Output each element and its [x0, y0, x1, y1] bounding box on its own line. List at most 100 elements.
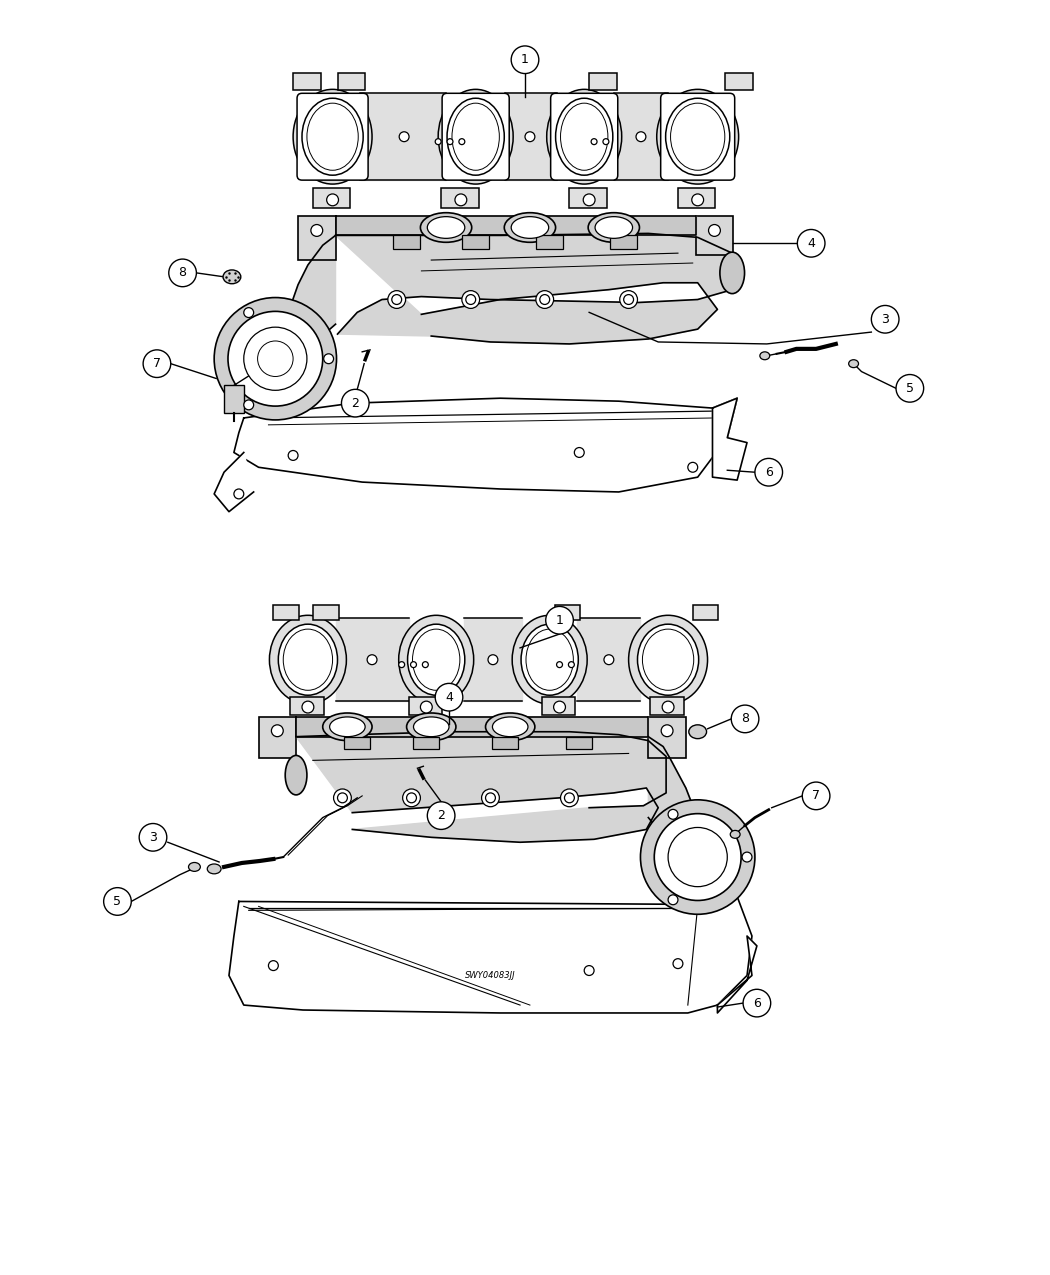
Circle shape: [422, 662, 428, 668]
Circle shape: [288, 450, 298, 460]
Bar: [313, 606, 338, 620]
Ellipse shape: [413, 629, 460, 690]
Ellipse shape: [561, 103, 608, 171]
Bar: [589, 73, 616, 91]
Bar: [554, 606, 581, 620]
Circle shape: [387, 291, 405, 309]
Ellipse shape: [447, 98, 504, 175]
Bar: [650, 697, 684, 715]
Bar: [408, 697, 442, 715]
Circle shape: [604, 655, 614, 664]
Ellipse shape: [671, 103, 724, 171]
Circle shape: [743, 989, 771, 1017]
Ellipse shape: [730, 830, 740, 838]
Circle shape: [692, 194, 704, 205]
Ellipse shape: [293, 89, 372, 184]
Circle shape: [603, 139, 609, 144]
Circle shape: [459, 139, 465, 144]
Circle shape: [271, 724, 284, 737]
Circle shape: [668, 827, 728, 886]
Ellipse shape: [414, 717, 449, 737]
Text: 6: 6: [753, 997, 761, 1010]
Ellipse shape: [286, 755, 307, 794]
Polygon shape: [229, 896, 752, 1012]
Bar: [273, 606, 299, 620]
Bar: [726, 73, 753, 91]
Ellipse shape: [452, 103, 500, 171]
Text: 1: 1: [555, 613, 564, 627]
Circle shape: [402, 789, 420, 807]
Circle shape: [169, 259, 196, 287]
Text: 3: 3: [881, 312, 889, 326]
Ellipse shape: [656, 89, 738, 184]
Bar: [414, 737, 439, 748]
Bar: [696, 215, 733, 255]
Circle shape: [368, 655, 377, 664]
Bar: [393, 236, 420, 249]
Text: 4: 4: [445, 691, 453, 704]
Polygon shape: [648, 737, 697, 856]
Ellipse shape: [223, 270, 240, 284]
Ellipse shape: [406, 713, 456, 741]
Bar: [344, 737, 370, 748]
Circle shape: [565, 793, 574, 803]
Ellipse shape: [504, 213, 555, 242]
Ellipse shape: [330, 717, 365, 737]
Circle shape: [327, 194, 338, 205]
Polygon shape: [336, 233, 732, 344]
Circle shape: [257, 340, 293, 376]
Bar: [678, 187, 715, 208]
Text: 2: 2: [437, 810, 445, 822]
Circle shape: [104, 887, 131, 915]
Circle shape: [406, 793, 417, 803]
Circle shape: [466, 295, 476, 305]
Ellipse shape: [322, 713, 372, 741]
Circle shape: [447, 139, 453, 144]
Circle shape: [411, 662, 417, 668]
Circle shape: [435, 139, 441, 144]
FancyBboxPatch shape: [550, 93, 617, 180]
Circle shape: [536, 291, 553, 309]
Circle shape: [435, 683, 463, 711]
Text: 3: 3: [149, 831, 156, 844]
Circle shape: [640, 799, 755, 914]
Ellipse shape: [427, 217, 465, 238]
Circle shape: [797, 230, 825, 258]
Polygon shape: [505, 93, 556, 180]
Text: 4: 4: [807, 237, 815, 250]
Text: 7: 7: [153, 357, 161, 370]
Circle shape: [244, 307, 254, 317]
Bar: [492, 737, 518, 748]
Bar: [566, 737, 592, 748]
Circle shape: [553, 701, 566, 713]
Circle shape: [244, 400, 254, 409]
Ellipse shape: [526, 629, 573, 690]
Ellipse shape: [848, 360, 859, 367]
Ellipse shape: [399, 616, 474, 704]
Circle shape: [540, 295, 549, 305]
Text: 1: 1: [521, 54, 529, 66]
Circle shape: [485, 793, 496, 803]
Circle shape: [334, 789, 352, 807]
Circle shape: [269, 960, 278, 970]
Circle shape: [302, 701, 314, 713]
Circle shape: [591, 139, 597, 144]
Ellipse shape: [629, 616, 708, 704]
Circle shape: [568, 662, 574, 668]
Polygon shape: [234, 398, 737, 492]
Ellipse shape: [521, 625, 579, 695]
Circle shape: [244, 328, 307, 390]
Text: 6: 6: [764, 465, 773, 478]
Text: 5: 5: [113, 895, 122, 908]
Circle shape: [525, 131, 534, 142]
Circle shape: [140, 824, 167, 852]
Circle shape: [709, 224, 720, 236]
Bar: [542, 697, 575, 715]
Polygon shape: [713, 398, 747, 481]
Circle shape: [482, 789, 500, 807]
Ellipse shape: [720, 252, 744, 293]
Polygon shape: [214, 453, 254, 511]
Bar: [648, 717, 686, 759]
Circle shape: [574, 448, 584, 458]
FancyBboxPatch shape: [660, 93, 735, 180]
